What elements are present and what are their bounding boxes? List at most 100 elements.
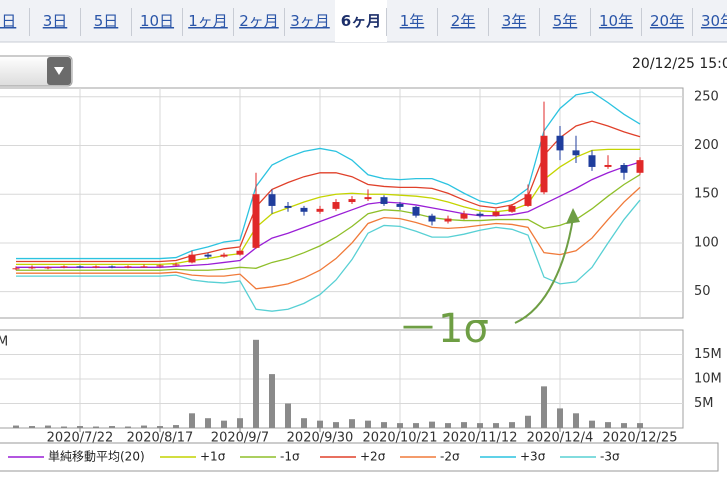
tab[interactable]: 2ヶ月 [239,12,279,30]
tab[interactable]: 3日 [43,12,68,30]
candle-body [348,199,356,203]
volume-bar [237,418,243,428]
candle-body [60,266,68,268]
candle-body [92,266,100,268]
candle-body [44,267,52,269]
volume-bar [525,415,531,428]
x-tick-label: 2020/12/4 [527,431,594,446]
candle-body [284,205,292,208]
tab[interactable]: 1ヶ月 [188,12,228,30]
tab[interactable]: 10年 [599,12,633,30]
timestamp: 20/12/25 15:00 [632,56,727,72]
volume-bar [333,422,339,428]
x-tick-label: 2020/10/21 [363,431,438,446]
volume-bar [381,422,387,428]
volume-bar [477,423,483,428]
volume-bar [13,425,19,428]
tab[interactable]: 3ヶ月 [290,12,330,30]
tab[interactable]: 5日 [94,12,119,30]
selected-tab-bg [335,0,387,42]
legend-label: +1σ [200,450,226,464]
candle-body [396,203,404,207]
volume-bar [45,425,51,428]
volume-bar [157,426,163,428]
volume-bar [621,423,627,428]
volume-bar [77,426,83,428]
candle-body [508,205,516,212]
volume-bar [29,426,35,428]
volume-bar [573,413,579,428]
candle-body [236,250,244,255]
candle-body [556,135,564,151]
volume-bar [141,425,147,428]
y-tick-label: 15M [694,347,722,362]
x-tick-label: 2020/9/30 [287,431,354,446]
legend-label: -2σ [440,450,460,464]
y-tick-label: 50 [694,284,711,299]
y-tick-label: 10M [694,372,722,387]
annotation-arrowhead [566,208,580,224]
volume-bar [301,418,307,428]
volume-bar [269,374,275,428]
volume-bar [221,420,227,428]
legend-label: -1σ [280,450,300,464]
x-tick-label: 2020/7/22 [47,431,114,446]
legend-label: +2σ [360,450,386,464]
tab[interactable]: 1年 [400,12,425,30]
volume-bar [605,422,611,428]
legend: 単純移動平均(20) +1σ -1σ +2σ -2σ +3σ -3σ [8,450,620,464]
dropdown-arrow [54,67,64,75]
tab[interactable]: 3年 [502,12,527,30]
candle-body [604,164,612,167]
candle-body [220,254,228,257]
axes: 2020/7/22 2020/8/17 2020/9/7 2020/9/30 2020/… [0,89,722,445]
tab[interactable]: 6ヶ月 [341,12,381,30]
tab[interactable]: 1日 [0,12,16,30]
band-line [16,161,641,268]
volume-bar [365,420,371,428]
volume-bar [589,420,595,428]
candle-body [428,215,436,222]
price-plot-border [0,87,684,319]
candle-body [188,254,196,263]
y-tick-label: 150 [694,187,719,202]
volume-bar [253,339,259,428]
x-tick-label: 2020/12/25 [603,431,678,446]
candle-body [204,254,212,257]
candle-body [380,197,388,204]
volume-bar [445,423,451,428]
candle-body [300,207,308,212]
candle-body [108,266,116,268]
volume-bar [429,421,435,428]
band-line [16,148,640,266]
volume-bar [493,423,499,428]
volume-bar [93,426,99,428]
x-tick-label: 2020/9/7 [211,431,269,446]
candle-body [28,267,36,269]
volume-bar [557,408,563,428]
x-tick-label: 2020/8/17 [127,431,194,446]
candle-body [524,194,532,206]
candle-body [588,155,596,167]
band-line [16,174,641,271]
tab[interactable]: 10日 [140,12,174,30]
tabs: 1日 3日 5日 10日 1ヶ月 2ヶ月 3ヶ月 6ヶ月 1年 2年 3年 5年 10年 20年 30年 [0,0,727,42]
volume-bar [109,426,115,428]
candle-body [492,211,500,216]
tab[interactable]: 30年 [701,12,727,30]
candle-body [620,164,628,173]
y-tick-label: 5M [694,396,714,411]
band-line [16,91,641,260]
volume-bar [413,423,419,428]
candle-body [124,266,132,268]
candle-body [540,135,548,193]
tab[interactable]: 5年 [553,12,578,30]
tab[interactable]: 2年 [451,12,476,30]
tab[interactable]: 20年 [650,12,684,30]
volume-bar [541,386,547,428]
volume-unit: M [0,335,8,350]
candle-body [268,194,276,206]
y-tick-label: 200 [694,138,719,153]
